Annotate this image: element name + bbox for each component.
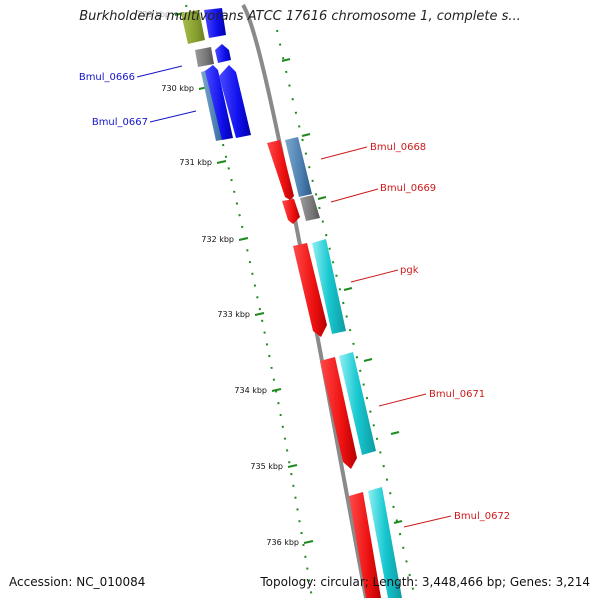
gene-feature-cyan-pgk <box>312 239 346 334</box>
gene-feature-olive <box>181 10 205 44</box>
backbone-line <box>241 3 368 599</box>
minor-tick-mark <box>317 196 327 200</box>
gene-label-pgk[interactable]: pgk <box>400 265 419 276</box>
gene-feature-cyan-0672 <box>368 487 402 598</box>
gene-feature-blue-small <box>215 44 231 63</box>
tick-label: 729 kbp <box>137 10 170 19</box>
minor-tick-mark <box>393 520 403 524</box>
gene-feature-blue-right <box>219 65 251 138</box>
gene-feature-blue-left <box>205 65 233 140</box>
minor-tick-mark <box>363 358 373 362</box>
gene-label-bmul_0672[interactable]: Bmul_0672 <box>454 511 510 522</box>
gene-label-bmul_0669[interactable]: Bmul_0669 <box>380 183 436 194</box>
tick-mark <box>287 464 298 468</box>
gene-label-bmul_0671[interactable]: Bmul_0671 <box>429 389 485 400</box>
tick-label: 733 kbp <box>217 310 250 319</box>
tick-label: 732 kbp <box>201 235 234 244</box>
tick-mark <box>216 160 227 164</box>
gene-features <box>181 8 402 598</box>
gene-feature-red-0668 <box>267 140 294 200</box>
gene-feature-red-pgk <box>293 243 327 337</box>
scale-dotted-line-left <box>185 4 313 599</box>
scale-dotted-line-right <box>276 29 416 599</box>
tick-mark <box>238 237 249 241</box>
tick-mark <box>271 388 282 392</box>
gene-feature-cyan-0671 <box>339 352 376 455</box>
topology-summary: Topology: circular; Length: 3,448,466 bp… <box>260 575 590 589</box>
minor-tick-mark <box>343 287 353 291</box>
gene-label-bmul_0666[interactable]: Bmul_0666 <box>79 72 135 83</box>
gene-label-bmul_0667[interactable]: Bmul_0667 <box>92 117 148 128</box>
tick-label: 735 kbp <box>250 462 283 471</box>
gene-feature-blue-top <box>204 8 226 38</box>
tick-label: 731 kbp <box>179 158 212 167</box>
gene-feature-red-0669 <box>282 199 300 224</box>
tick-mark <box>254 312 265 316</box>
gene-feature-gray-0669 <box>300 195 320 221</box>
gene-feature-red-0672 <box>349 492 381 598</box>
minor-tick-mark <box>301 133 311 137</box>
gene-feature-red-0671 <box>320 357 357 469</box>
ruler: 729 kbp 730 kbp 731 kbp 732 kbp 733 kbp 734 k… <box>137 4 416 599</box>
minor-tick-mark <box>390 431 400 435</box>
accession-text: Accession: NC_010084 <box>9 575 146 589</box>
gene-label-bmul_0668[interactable]: Bmul_0668 <box>370 142 426 153</box>
tick-label: 734 kbp <box>234 386 267 395</box>
gene-feature-gray-small <box>195 47 214 67</box>
minor-tick-mark <box>281 58 291 62</box>
gene-feature-steel-0668 <box>285 137 312 197</box>
tick-mark <box>303 540 314 544</box>
tick-label: 730 kbp <box>161 84 194 93</box>
map-title: Burkholderia multivorans ATCC 17616 chro… <box>79 9 521 24</box>
tick-label: 736 kbp <box>266 538 299 547</box>
